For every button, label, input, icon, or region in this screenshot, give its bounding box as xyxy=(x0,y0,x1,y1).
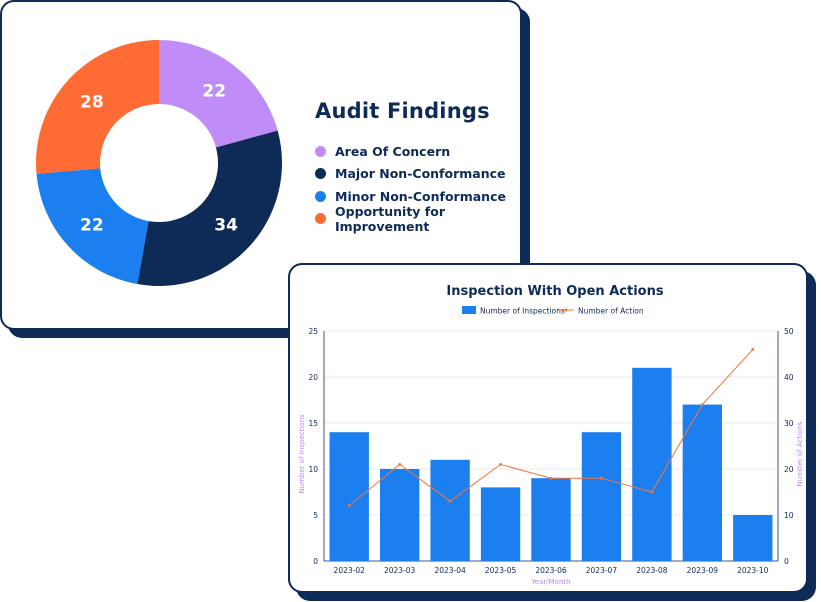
y-tick-label: 25 xyxy=(308,327,318,336)
bar-2023-09 xyxy=(682,404,723,561)
y2-tick-label: 10 xyxy=(784,511,794,520)
x-axis-label: Year/Month xyxy=(530,578,570,586)
y2-tick-label: 0 xyxy=(784,557,789,566)
line-point-2023-08 xyxy=(650,490,654,494)
legend-label: Area Of Concern xyxy=(335,143,451,159)
y2-tick-label: 50 xyxy=(784,327,794,336)
legend-label: Minor Non-Conformance xyxy=(335,188,506,204)
donut-chart: 22 34 22 28 xyxy=(35,40,282,286)
legend-dot-icon xyxy=(315,145,326,157)
bar-2023-04 xyxy=(430,459,470,561)
line-point-2023-10 xyxy=(751,348,755,351)
legend-dot-icon xyxy=(315,213,326,225)
legend-label-actions: Number of Action xyxy=(578,307,644,316)
donut-value-label: 28 xyxy=(80,93,104,113)
line-point-2023-07 xyxy=(600,476,603,480)
legend-dot-icon xyxy=(315,190,326,202)
y2-tick-label: 30 xyxy=(784,419,794,428)
donut-slice-minor-non-conformance xyxy=(36,168,149,285)
y-tick-label: 15 xyxy=(308,419,318,428)
line-point-2023-03 xyxy=(398,463,402,466)
legend-item-area-of-concern: Area Of Concern xyxy=(315,140,520,163)
line-point-2023-04 xyxy=(448,499,452,503)
donut-value-label: 22 xyxy=(80,215,104,235)
bar-2023-08 xyxy=(632,367,672,561)
donut-value-label: 34 xyxy=(214,215,238,235)
legend-bar-swatch-icon xyxy=(462,306,476,314)
legend-item-major-non-conformance: Major Non-Conformance xyxy=(315,163,520,186)
legend-label-inspections: Number of Inspections xyxy=(480,307,565,316)
donut-legend: Area Of Concern Major Non-Conformance Mino… xyxy=(315,140,520,234)
x-tick-label: 2023-02 xyxy=(334,566,366,575)
bar-chart-title: Inspection With Open Actions xyxy=(446,284,663,299)
bar-chart-legend: Number of Inspections Number of Action xyxy=(462,306,644,316)
legend-item-opportunity-for-improvement: Opportunity for Improvement xyxy=(315,204,520,234)
bar-2023-10 xyxy=(733,515,773,561)
y2-tick-label: 20 xyxy=(784,465,794,474)
x-tick-label: 2023-03 xyxy=(384,566,416,575)
legend-label: Major Non-Conformance xyxy=(335,166,506,182)
line-point-2023-05 xyxy=(499,463,502,466)
x-tick-label: 2023-08 xyxy=(636,566,668,575)
y-tick-label: 10 xyxy=(308,465,318,474)
donut-value-label: 22 xyxy=(202,82,226,102)
donut-slice-major-non-conformance xyxy=(137,130,282,286)
donut-slice-opportunity-for-improvement xyxy=(35,40,159,174)
bar-2023-06 xyxy=(531,478,571,561)
x-tick-label: 2023-04 xyxy=(434,566,466,575)
y-tick-label: 5 xyxy=(313,511,318,520)
bar-2023-05 xyxy=(480,487,521,561)
x-tick-label: 2023-07 xyxy=(586,566,618,575)
y-tick-label: 20 xyxy=(308,373,318,382)
inspection-card: Inspection With Open Actions Number of In… xyxy=(288,263,808,593)
y2-axis-label: Number of Actions xyxy=(796,421,804,486)
x-tick-label: 2023-06 xyxy=(535,566,567,575)
bar-chart: Inspection With Open Actions Number of In… xyxy=(298,284,804,586)
y-tick-label: 0 xyxy=(313,557,318,566)
bar-2023-03 xyxy=(379,469,420,561)
donut-slice-area-of-concern xyxy=(159,40,278,148)
audit-findings-card: 22 34 22 28 Audit Findings Area Of Concern M… xyxy=(0,0,522,330)
line-point-2023-02 xyxy=(347,504,351,508)
legend-line-marker-icon xyxy=(564,308,568,312)
line-point-2023-09 xyxy=(700,403,704,406)
x-tick-label: 2023-05 xyxy=(485,566,517,575)
y2-tick-label: 40 xyxy=(784,373,794,382)
legend-item-minor-non-conformance: Minor Non-Conformance xyxy=(315,185,520,208)
bar-2023-07 xyxy=(581,432,622,561)
x-tick-label: 2023-09 xyxy=(687,566,719,575)
x-tick-label: 2023-10 xyxy=(737,566,769,575)
donut-chart-title: Audit Findings xyxy=(315,99,490,123)
y-axis-label: Number of Inspections xyxy=(298,414,306,493)
line-point-2023-06 xyxy=(549,476,553,480)
legend-label: Opportunity for Improvement xyxy=(335,203,445,234)
legend-dot-icon xyxy=(315,168,326,180)
bar-2023-02 xyxy=(329,432,369,561)
